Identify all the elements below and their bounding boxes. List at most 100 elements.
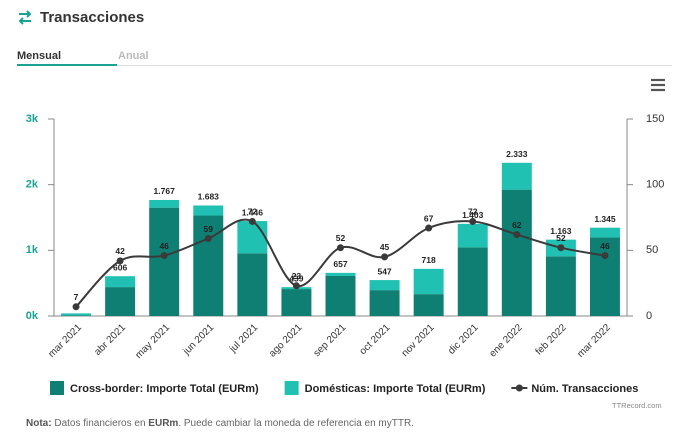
x-tick-label: oct 2021 [358, 322, 393, 357]
bar [501, 189, 532, 316]
line-point [204, 235, 212, 243]
point-label: 72 [468, 207, 478, 217]
bar [413, 268, 444, 295]
title-icon [18, 10, 32, 25]
total-label: 718 [422, 255, 436, 265]
x-tick-label: ago 2021 [267, 322, 305, 360]
point-label: 67 [424, 213, 434, 223]
line-point [160, 252, 168, 260]
total-label: 657 [333, 259, 347, 269]
total-label: 1.403 [462, 210, 484, 220]
x-tick-label: dic 2021 [446, 322, 481, 357]
legend-label: Domésticas: Importe Total (EURm) [305, 383, 486, 395]
y-tick-label: 1k [26, 244, 39, 256]
line-point [381, 253, 389, 261]
x-tick-label: feb 2022 [534, 322, 570, 358]
x-tick-label: jul 2021 [227, 322, 261, 356]
note-text: . Puede cambiar la moneda de referencia … [178, 418, 414, 429]
bar [589, 237, 620, 316]
bar [61, 313, 92, 316]
total-label: 2.333 [506, 149, 528, 159]
line-point [601, 252, 609, 260]
x-tick-label: nov 2021 [400, 322, 437, 359]
title: Transacciones [40, 9, 144, 26]
line-point [557, 244, 565, 252]
total-label: 606 [113, 262, 127, 272]
y2-tick-label: 150 [646, 113, 664, 125]
point-label: 23 [292, 271, 302, 281]
total-label: 1.163 [550, 226, 572, 236]
line-point [337, 244, 344, 252]
point-label: 46 [600, 241, 610, 251]
total-label: 439 [289, 273, 303, 283]
total-label: 1.345 [594, 214, 616, 224]
total-label: 1.683 [198, 192, 220, 202]
bar [105, 287, 136, 316]
line-point [513, 231, 521, 239]
y2-tick-label: 50 [646, 244, 658, 256]
tab[interactable]: Mensual [17, 50, 61, 62]
legend-label: Cross-border: Importe Total (EURm) [70, 383, 259, 395]
bar [325, 275, 356, 316]
point-label: 59 [204, 224, 214, 234]
bar [325, 272, 356, 276]
bar [149, 199, 180, 208]
bar [369, 290, 400, 316]
note: Nota: Datos financieros en EURm. Puede c… [26, 418, 414, 429]
line-point [116, 257, 124, 265]
bar [237, 253, 268, 316]
note-text: Datos financieros en [54, 418, 145, 429]
bar [105, 276, 136, 288]
note-label: Nota: [26, 418, 52, 429]
x-tick-label: sep 2021 [312, 322, 349, 359]
total-label: 1.767 [154, 186, 176, 196]
bar [149, 207, 180, 316]
bar [501, 162, 532, 190]
bar [237, 221, 268, 254]
legend-label: Núm. Transacciones [531, 383, 638, 395]
y2-tick-label: 0 [646, 310, 652, 322]
bar [193, 205, 224, 216]
point-label: 42 [115, 246, 125, 256]
point-label: 45 [380, 242, 390, 252]
line-point [248, 217, 256, 225]
line-point [292, 282, 300, 290]
line-point [425, 224, 433, 232]
y-tick-label: 0k [26, 310, 39, 322]
point-label: 62 [512, 220, 522, 230]
bar [457, 247, 488, 316]
point-label: 7 [74, 292, 79, 302]
y2-tick-label: 100 [646, 179, 664, 191]
x-tick-label: ene 2022 [488, 322, 526, 360]
legend-swatch [50, 381, 64, 395]
bar [457, 223, 488, 248]
y-tick-label: 3k [26, 113, 39, 125]
y-tick-label: 2k [26, 179, 39, 191]
legend-swatch [515, 384, 523, 392]
line-point [469, 217, 477, 225]
menu-icon[interactable] [651, 78, 665, 92]
x-tick-label: mar 2022 [575, 322, 613, 360]
bar [61, 315, 92, 316]
x-tick-label: mar 2021 [46, 322, 84, 360]
point-label: 72 [248, 207, 258, 217]
bar [589, 227, 620, 238]
point-label: 52 [556, 233, 566, 243]
legend-swatch [284, 381, 299, 395]
line-point [72, 303, 80, 311]
bar [545, 256, 576, 316]
total-label: 547 [377, 266, 391, 276]
bar [369, 280, 400, 291]
point-label: 46 [159, 241, 169, 251]
note-unit: EURm [148, 418, 178, 429]
tab[interactable]: Anual [118, 50, 149, 62]
x-tick-label: jun 2021 [181, 322, 217, 358]
bar [281, 289, 312, 316]
x-tick-label: abr 2021 [92, 322, 128, 358]
credit: TTRecord.com [612, 401, 662, 410]
total-label: 1.446 [242, 207, 264, 217]
x-tick-label: may 2021 [133, 322, 172, 361]
point-label: 52 [336, 233, 346, 243]
